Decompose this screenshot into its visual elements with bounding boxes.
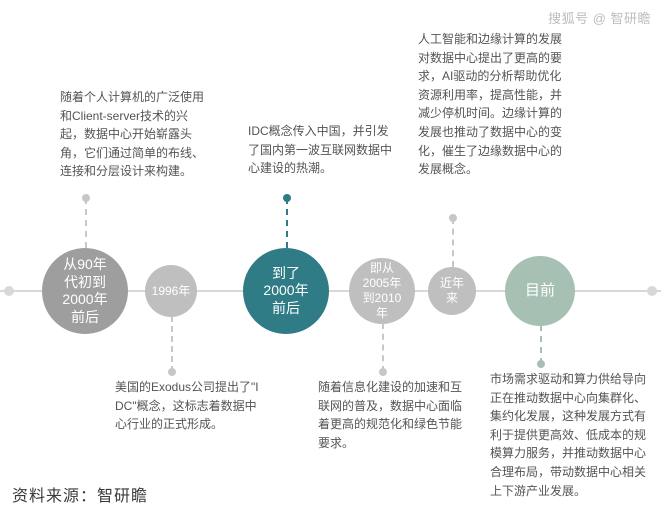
timeline-node-n5: 近年来 — [428, 267, 476, 315]
node-label-line: 近年 — [440, 276, 464, 291]
node-label-line: 前后 — [71, 309, 99, 327]
node-label-line: 到了 — [272, 265, 300, 283]
node-label-line: 即从 — [370, 261, 394, 276]
connector-n2 — [171, 316, 173, 372]
node-label-line: 2005年 — [363, 276, 402, 291]
connector-n3 — [286, 198, 288, 248]
desc-d5: 人工智能和边缘计算的发展对数据中心提出了更高的要求，AI驱动的分析帮助优化资源利… — [418, 30, 568, 179]
connector-tip-n3 — [283, 194, 291, 202]
desc-d1: 随着个人计算机的广泛使用和Client-server技术的兴起，数据中心开始崭露… — [60, 88, 210, 181]
desc-d3: IDC概念传入中国，并引发了国内第一波互联网数据中心建设的热潮。 — [248, 122, 398, 178]
node-label-line: 年 — [376, 306, 388, 321]
timeline-node-n2: 1996年 — [145, 265, 197, 317]
timeline-node-n6: 目前 — [505, 256, 575, 326]
timeline-node-n4: 即从2005年到2010年 — [349, 258, 415, 324]
connector-n6 — [540, 325, 542, 364]
watermark-text: 搜狐号 @ 智研瞻 — [548, 8, 651, 27]
node-label-line: 目前 — [525, 282, 555, 301]
connector-n4 — [382, 323, 384, 372]
connector-tip-n2 — [168, 368, 176, 376]
desc-d6: 市场需求驱动和算力供给导向正在推动数据中心向集群化、集约化发展，这种发展方式有利… — [490, 370, 648, 500]
desc-d2: 美国的Exodus公司提出了"IDC"概念，这标志着数据中心行业的正式形成。 — [115, 378, 265, 434]
connector-tip-n5 — [449, 214, 457, 222]
connector-n5 — [452, 218, 454, 267]
node-label-line: 代初到 — [64, 274, 106, 292]
timeline-node-n1: 从90年代初到2000年前后 — [42, 248, 128, 334]
node-label-line: 2000年 — [62, 291, 107, 309]
connector-tip-n4 — [379, 368, 387, 376]
connector-tip-n6 — [537, 360, 545, 368]
node-label-line: 到2010 — [363, 291, 402, 306]
connector-tip-n1 — [82, 194, 90, 202]
node-label-line: 从90年 — [63, 256, 107, 274]
timeline-node-n3: 到了2000年前后 — [243, 248, 329, 334]
axis-end-dot-right — [647, 286, 657, 296]
axis-end-dot-left — [4, 286, 14, 296]
desc-d4: 随着信息化建设的加速和互联网的普及，数据中心面临着更高的规范化和绿色节能要求。 — [318, 378, 468, 452]
node-label-line: 1996年 — [152, 284, 191, 299]
node-label-line: 2000年 — [263, 282, 308, 300]
source-label: 资料来源：智研瞻 — [12, 482, 148, 506]
node-label-line: 前后 — [272, 300, 300, 318]
node-label-line: 来 — [446, 291, 458, 306]
connector-n1 — [85, 198, 87, 248]
